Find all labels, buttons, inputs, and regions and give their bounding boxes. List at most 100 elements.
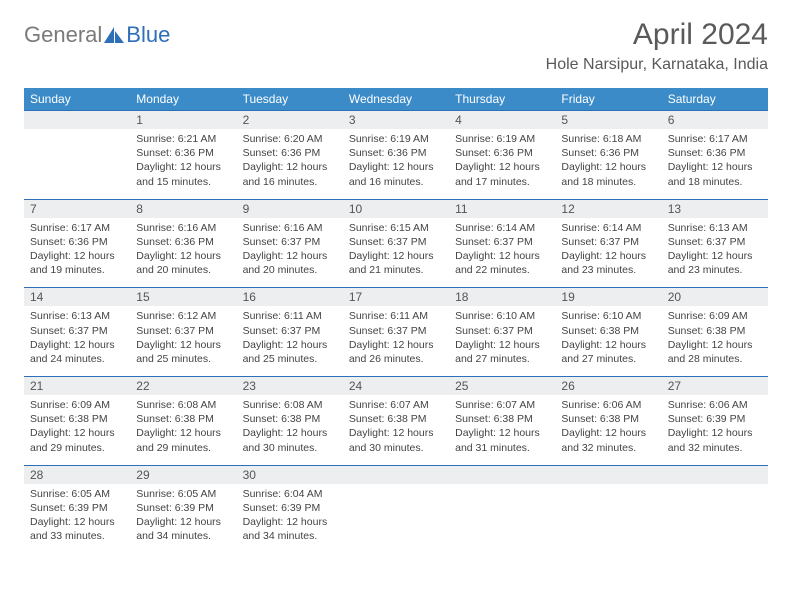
calendar-cell: 23Sunrise: 6:08 AMSunset: 6:38 PMDayligh… xyxy=(237,376,343,465)
sunrise-line: Sunrise: 6:21 AM xyxy=(136,132,230,146)
calendar-row: 28Sunrise: 6:05 AMSunset: 6:39 PMDayligh… xyxy=(24,465,768,554)
logo-text-general: General xyxy=(24,22,102,48)
weekday-tuesday: Tuesday xyxy=(237,88,343,110)
sunset-line: Sunset: 6:38 PM xyxy=(243,412,337,426)
day-number: 19 xyxy=(555,287,661,306)
sunset-line: Sunset: 6:38 PM xyxy=(455,412,549,426)
day-details: Sunrise: 6:17 AMSunset: 6:36 PMDaylight:… xyxy=(24,218,130,288)
calendar-cell: 3Sunrise: 6:19 AMSunset: 6:36 PMDaylight… xyxy=(343,110,449,199)
day-number: 16 xyxy=(237,287,343,306)
day-details: Sunrise: 6:06 AMSunset: 6:38 PMDaylight:… xyxy=(555,395,661,465)
day-details: Sunrise: 6:05 AMSunset: 6:39 PMDaylight:… xyxy=(130,484,236,554)
day-number: 11 xyxy=(449,199,555,218)
sunrise-line: Sunrise: 6:14 AM xyxy=(561,221,655,235)
sunrise-line: Sunrise: 6:11 AM xyxy=(243,309,337,323)
day-number xyxy=(24,110,130,129)
day-number xyxy=(555,465,661,484)
daylight-line: Daylight: 12 hours and 28 minutes. xyxy=(668,338,762,366)
day-number: 18 xyxy=(449,287,555,306)
daylight-line: Daylight: 12 hours and 24 minutes. xyxy=(30,338,124,366)
sunrise-line: Sunrise: 6:06 AM xyxy=(561,398,655,412)
sunrise-line: Sunrise: 6:05 AM xyxy=(136,487,230,501)
calendar-cell: 7Sunrise: 6:17 AMSunset: 6:36 PMDaylight… xyxy=(24,199,130,288)
daylight-line: Daylight: 12 hours and 20 minutes. xyxy=(136,249,230,277)
daylight-line: Daylight: 12 hours and 17 minutes. xyxy=(455,160,549,188)
daylight-line: Daylight: 12 hours and 29 minutes. xyxy=(30,426,124,454)
weekday-monday: Monday xyxy=(130,88,236,110)
calendar-cell xyxy=(343,465,449,554)
day-number: 24 xyxy=(343,376,449,395)
calendar-cell: 12Sunrise: 6:14 AMSunset: 6:37 PMDayligh… xyxy=(555,199,661,288)
daylight-line: Daylight: 12 hours and 27 minutes. xyxy=(561,338,655,366)
sunset-line: Sunset: 6:37 PM xyxy=(349,324,443,338)
daylight-line: Daylight: 12 hours and 19 minutes. xyxy=(30,249,124,277)
sunrise-line: Sunrise: 6:08 AM xyxy=(136,398,230,412)
daylight-line: Daylight: 12 hours and 32 minutes. xyxy=(561,426,655,454)
day-details: Sunrise: 6:09 AMSunset: 6:38 PMDaylight:… xyxy=(662,306,768,376)
calendar-row: 7Sunrise: 6:17 AMSunset: 6:36 PMDaylight… xyxy=(24,199,768,288)
sunset-line: Sunset: 6:37 PM xyxy=(668,235,762,249)
day-number: 1 xyxy=(130,110,236,129)
daylight-line: Daylight: 12 hours and 25 minutes. xyxy=(243,338,337,366)
sunset-line: Sunset: 6:36 PM xyxy=(561,146,655,160)
day-details: Sunrise: 6:13 AMSunset: 6:37 PMDaylight:… xyxy=(24,306,130,376)
day-details: Sunrise: 6:10 AMSunset: 6:38 PMDaylight:… xyxy=(555,306,661,376)
sunrise-line: Sunrise: 6:16 AM xyxy=(136,221,230,235)
day-details: Sunrise: 6:09 AMSunset: 6:38 PMDaylight:… xyxy=(24,395,130,465)
day-details: Sunrise: 6:10 AMSunset: 6:37 PMDaylight:… xyxy=(449,306,555,376)
sunset-line: Sunset: 6:36 PM xyxy=(30,235,124,249)
sunset-line: Sunset: 6:36 PM xyxy=(243,146,337,160)
calendar-cell: 13Sunrise: 6:13 AMSunset: 6:37 PMDayligh… xyxy=(662,199,768,288)
calendar-cell xyxy=(555,465,661,554)
day-number: 27 xyxy=(662,376,768,395)
weekday-sunday: Sunday xyxy=(24,88,130,110)
sunset-line: Sunset: 6:38 PM xyxy=(349,412,443,426)
daylight-line: Daylight: 12 hours and 30 minutes. xyxy=(243,426,337,454)
sunrise-line: Sunrise: 6:20 AM xyxy=(243,132,337,146)
sunrise-line: Sunrise: 6:12 AM xyxy=(136,309,230,323)
sunset-line: Sunset: 6:36 PM xyxy=(349,146,443,160)
calendar-row: 21Sunrise: 6:09 AMSunset: 6:38 PMDayligh… xyxy=(24,376,768,465)
daylight-line: Daylight: 12 hours and 31 minutes. xyxy=(455,426,549,454)
sunset-line: Sunset: 6:39 PM xyxy=(30,501,124,515)
daylight-line: Daylight: 12 hours and 18 minutes. xyxy=(561,160,655,188)
sunrise-line: Sunrise: 6:19 AM xyxy=(349,132,443,146)
daylight-line: Daylight: 12 hours and 27 minutes. xyxy=(455,338,549,366)
daylight-line: Daylight: 12 hours and 29 minutes. xyxy=(136,426,230,454)
day-details: Sunrise: 6:08 AMSunset: 6:38 PMDaylight:… xyxy=(130,395,236,465)
day-details xyxy=(555,484,661,542)
daylight-line: Daylight: 12 hours and 18 minutes. xyxy=(668,160,762,188)
sunrise-line: Sunrise: 6:09 AM xyxy=(30,398,124,412)
sunrise-line: Sunrise: 6:07 AM xyxy=(349,398,443,412)
day-number: 10 xyxy=(343,199,449,218)
sunrise-line: Sunrise: 6:14 AM xyxy=(455,221,549,235)
sunset-line: Sunset: 6:39 PM xyxy=(668,412,762,426)
daylight-line: Daylight: 12 hours and 23 minutes. xyxy=(561,249,655,277)
day-number: 17 xyxy=(343,287,449,306)
weekday-wednesday: Wednesday xyxy=(343,88,449,110)
calendar-cell: 28Sunrise: 6:05 AMSunset: 6:39 PMDayligh… xyxy=(24,465,130,554)
day-details: Sunrise: 6:19 AMSunset: 6:36 PMDaylight:… xyxy=(449,129,555,199)
logo-sail-icon xyxy=(104,27,124,43)
sunrise-line: Sunrise: 6:13 AM xyxy=(668,221,762,235)
sunset-line: Sunset: 6:37 PM xyxy=(243,235,337,249)
calendar-cell: 11Sunrise: 6:14 AMSunset: 6:37 PMDayligh… xyxy=(449,199,555,288)
sunset-line: Sunset: 6:37 PM xyxy=(30,324,124,338)
day-details: Sunrise: 6:20 AMSunset: 6:36 PMDaylight:… xyxy=(237,129,343,199)
sunrise-line: Sunrise: 6:16 AM xyxy=(243,221,337,235)
logo-text-blue: Blue xyxy=(126,22,170,48)
sunset-line: Sunset: 6:36 PM xyxy=(455,146,549,160)
day-details: Sunrise: 6:11 AMSunset: 6:37 PMDaylight:… xyxy=(343,306,449,376)
sunset-line: Sunset: 6:37 PM xyxy=(455,324,549,338)
sunrise-line: Sunrise: 6:19 AM xyxy=(455,132,549,146)
day-details: Sunrise: 6:13 AMSunset: 6:37 PMDaylight:… xyxy=(662,218,768,288)
sunrise-line: Sunrise: 6:05 AM xyxy=(30,487,124,501)
sunrise-line: Sunrise: 6:04 AM xyxy=(243,487,337,501)
calendar-cell xyxy=(24,110,130,199)
calendar-cell: 2Sunrise: 6:20 AMSunset: 6:36 PMDaylight… xyxy=(237,110,343,199)
calendar-row: 1Sunrise: 6:21 AMSunset: 6:36 PMDaylight… xyxy=(24,110,768,199)
day-details: Sunrise: 6:07 AMSunset: 6:38 PMDaylight:… xyxy=(449,395,555,465)
calendar-cell: 5Sunrise: 6:18 AMSunset: 6:36 PMDaylight… xyxy=(555,110,661,199)
day-number: 25 xyxy=(449,376,555,395)
calendar-table: Sunday Monday Tuesday Wednesday Thursday… xyxy=(24,88,768,553)
